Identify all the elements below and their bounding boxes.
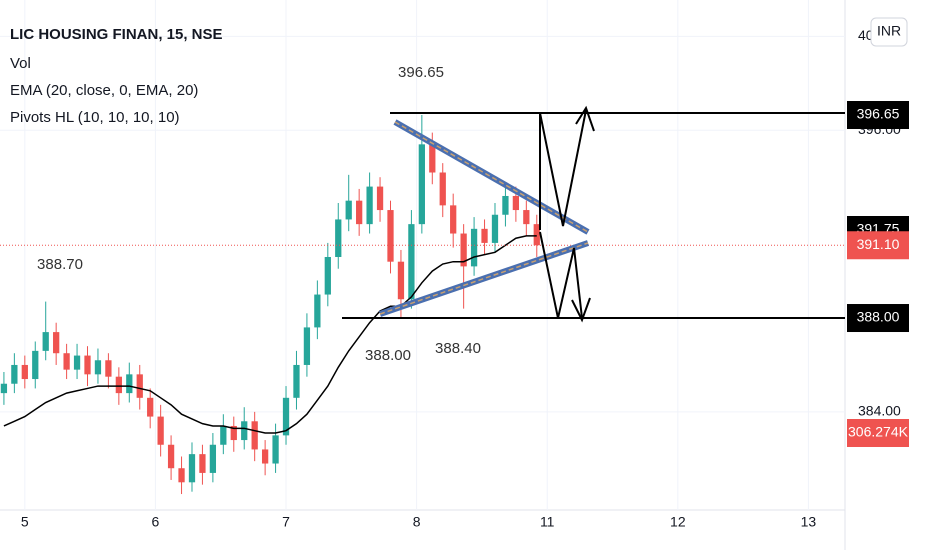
arrow-down-head — [571, 297, 591, 323]
candle-body — [63, 353, 70, 370]
candle-body — [32, 350, 39, 380]
candle-body — [460, 233, 467, 267]
candle-body — [167, 444, 175, 469]
candle-body — [324, 256, 331, 295]
price-tag-label: 391.10 — [857, 236, 900, 252]
candle-body — [502, 195, 509, 215]
candle-body — [429, 144, 436, 173]
x-tick-label: 11 — [540, 514, 555, 530]
candle-body — [376, 186, 384, 211]
volume-tag — [847, 419, 909, 447]
candle-body — [533, 224, 540, 246]
chart-title: LIC HOUSING FINAN, 15, NSE — [10, 26, 223, 43]
candle-body — [387, 210, 394, 262]
pivot-label: 396.65 — [398, 64, 444, 81]
candle-body — [73, 355, 81, 370]
ema-line — [3, 235, 537, 434]
candle-body — [147, 397, 154, 417]
candle-body — [345, 200, 352, 220]
legend-item: Vol — [10, 55, 31, 72]
candle-body — [188, 454, 196, 483]
candle-body — [0, 383, 8, 394]
candle-body — [199, 454, 206, 473]
candle-body — [21, 364, 28, 380]
legend-item: Pivots HL (10, 10, 10, 10) — [10, 109, 180, 126]
candle-body — [42, 332, 49, 351]
price-tag-label: 388.00 — [857, 309, 900, 325]
pivot-label: 388.40 — [435, 340, 481, 357]
x-tick-label: 6 — [152, 514, 160, 530]
pivot-label: 388.00 — [365, 347, 411, 364]
currency-box[interactable] — [870, 17, 908, 47]
legend-item: EMA (20, close, 0, EMA, 20) — [10, 82, 198, 99]
candle-body — [272, 435, 279, 464]
candle-body — [512, 195, 520, 211]
volume-tag-label: 306.274K — [848, 424, 909, 440]
labels-layer: 384.00396.00400.005678111213396.65391.75… — [21, 27, 909, 530]
candle-body — [303, 327, 311, 365]
candle-body — [282, 397, 290, 436]
candle-body — [481, 228, 488, 243]
price-tag — [847, 304, 909, 333]
marks-layer — [0, 115, 845, 495]
candle-body — [178, 468, 185, 483]
x-tick-label: 13 — [801, 514, 817, 530]
candle-body — [314, 294, 321, 328]
candle-body — [157, 416, 164, 445]
price-tag-label: 396.65 — [857, 106, 900, 122]
candle-body — [470, 228, 478, 267]
candle-body — [335, 219, 342, 257]
candle-body — [397, 261, 405, 300]
channel-lower-dash — [379, 242, 589, 315]
candle-body — [251, 421, 258, 450]
candle-body — [418, 144, 425, 225]
candle-body — [491, 214, 499, 243]
price-tag — [847, 231, 909, 260]
candle-body — [439, 172, 446, 206]
price-tag — [847, 101, 909, 130]
candle-body — [408, 224, 415, 300]
candle-body — [126, 374, 133, 394]
candle-body — [136, 374, 143, 398]
arrow-up-head — [575, 105, 595, 132]
candle-body — [261, 449, 269, 464]
candle-body — [356, 200, 363, 225]
x-tick-label: 8 — [413, 514, 421, 530]
candle-body — [366, 186, 373, 225]
candle-body — [115, 376, 122, 394]
candle-body — [241, 421, 248, 441]
candle-body — [220, 425, 227, 445]
currency[interactable]: INR — [877, 23, 901, 39]
candle-body — [53, 332, 60, 354]
candle-body — [450, 205, 457, 234]
candle-body — [209, 444, 217, 473]
candle-body — [94, 360, 102, 375]
x-tick-label: 7 — [282, 514, 290, 530]
channel-upper-dash — [394, 121, 589, 233]
x-tick-label: 5 — [21, 514, 29, 530]
candle-body — [84, 355, 91, 375]
arrow-up — [539, 109, 587, 230]
candle-body — [523, 210, 530, 225]
arrow-down — [539, 231, 583, 319]
y-tick-label: 384.00 — [858, 403, 901, 419]
pivot-label: 388.70 — [37, 256, 83, 273]
x-tick-label: 12 — [670, 514, 686, 530]
candle-body — [11, 364, 18, 384]
candle-body — [105, 360, 112, 377]
drawings — [342, 105, 845, 323]
candle-body — [230, 425, 237, 441]
candle-body — [293, 364, 300, 398]
